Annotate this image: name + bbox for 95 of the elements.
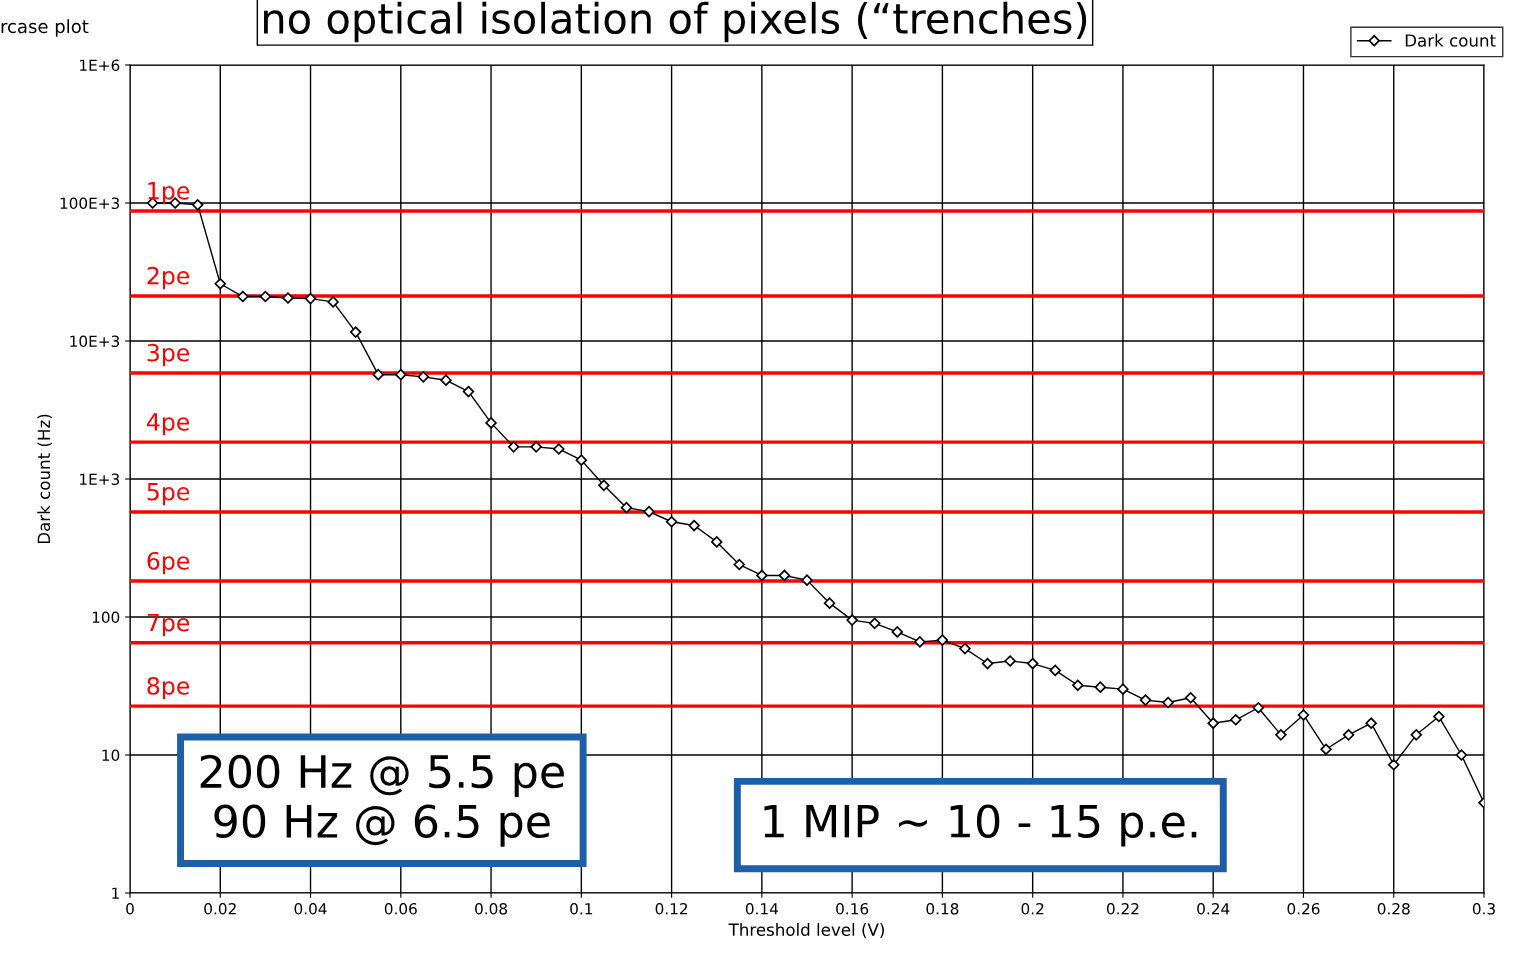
point <box>1455 749 1468 761</box>
point <box>891 626 904 638</box>
point <box>1184 691 1197 704</box>
x-tick-label: 0.18 <box>926 902 959 915</box>
point <box>959 642 971 655</box>
point <box>1410 729 1423 741</box>
y-tick-label: 100 <box>92 611 120 624</box>
point <box>1162 696 1174 709</box>
point <box>1004 655 1016 667</box>
point <box>530 441 542 453</box>
chart-title: no optical isolation of pixels (“trenches) <box>264 1 1087 43</box>
point <box>756 569 768 582</box>
point <box>1139 694 1152 706</box>
ref-line-label: 6pe <box>147 551 190 575</box>
point <box>553 443 565 455</box>
point <box>598 479 610 492</box>
point <box>1252 702 1265 714</box>
legend-label: Dark count <box>1405 33 1496 47</box>
point <box>1072 679 1084 692</box>
point <box>868 617 881 630</box>
point <box>688 519 700 532</box>
x-tick-label: 0.04 <box>294 902 327 915</box>
x-tick-label: 0.28 <box>1377 902 1410 915</box>
point <box>282 292 294 304</box>
annotation: 200 Hz @ 5.5 pe 90 Hz @ 6.5 pe <box>200 754 564 847</box>
point <box>485 417 497 429</box>
x-tick-label: 0.26 <box>1287 902 1320 915</box>
x-tick-label: 0.12 <box>655 902 688 915</box>
point <box>823 597 836 609</box>
ref-line-label: 4pe <box>146 413 190 436</box>
x-tick-label: 0.2 <box>1021 902 1044 915</box>
y-axis-title: Dark count (Hz) <box>37 414 53 544</box>
y-tick-label: 10 <box>102 749 120 762</box>
x-tick-label: 0.24 <box>1197 902 1230 915</box>
point <box>440 374 452 386</box>
point <box>914 636 926 648</box>
point <box>778 569 791 582</box>
x-tick-label: 0.3 <box>1472 902 1495 915</box>
y-tick-label: 1E+6 <box>80 59 120 72</box>
point <box>304 292 317 305</box>
x-tick-label: 0.16 <box>836 902 869 915</box>
point <box>1026 657 1039 670</box>
point <box>1365 717 1377 729</box>
x-tick-label: 0.14 <box>745 902 779 915</box>
point <box>575 454 588 466</box>
point <box>1094 681 1107 693</box>
point <box>1049 664 1061 677</box>
ref-line-label: 1pe <box>148 182 190 205</box>
ref-line-label: 7pe <box>147 613 190 637</box>
point <box>372 368 384 381</box>
ref-line-label: 5pe <box>147 483 190 506</box>
ref-line-label: 8pe <box>147 676 190 700</box>
y-tick-label: 100E+3 <box>60 197 120 210</box>
point <box>237 290 249 303</box>
point <box>643 505 655 518</box>
point <box>801 574 813 586</box>
x-tick-label: 0.02 <box>204 902 236 915</box>
y-tick-label: 10E+3 <box>70 335 120 348</box>
point <box>507 441 520 453</box>
point <box>936 634 949 646</box>
x-tick-label: 0 <box>126 902 134 915</box>
x-tick-label: 0.1 <box>570 902 593 915</box>
point <box>620 501 633 514</box>
point <box>1342 729 1355 741</box>
point <box>981 657 994 670</box>
point <box>1230 714 1242 726</box>
point <box>665 516 678 528</box>
point <box>349 326 362 338</box>
x-axis-title: Threshold level (V) <box>728 923 884 938</box>
point <box>1275 729 1287 741</box>
point <box>1207 717 1219 729</box>
ref-line-label: 3pe <box>147 343 190 367</box>
annotation: 1 MIP ~ 10 - 15 p.e. <box>764 804 1197 847</box>
x-tick-label: 0.22 <box>1106 902 1139 915</box>
ref-line-label: 2pe <box>147 266 190 290</box>
x-tick-label: 0.08 <box>475 902 508 915</box>
point <box>710 536 723 548</box>
point <box>462 385 475 398</box>
point <box>1387 758 1400 771</box>
point <box>1320 743 1332 756</box>
point <box>733 558 746 571</box>
y-tick-label: 1E+3 <box>80 473 120 486</box>
point <box>214 277 227 290</box>
point <box>259 290 272 303</box>
point <box>1433 710 1445 723</box>
x-tick-label: 0.06 <box>384 902 417 915</box>
point <box>395 368 407 381</box>
point <box>846 614 858 626</box>
point <box>327 296 339 308</box>
point <box>417 371 430 383</box>
point <box>1117 683 1129 695</box>
y-tick-label: 1 <box>112 887 119 899</box>
text: rcase plot <box>1 19 89 37</box>
point <box>1297 709 1310 721</box>
point <box>191 199 204 211</box>
